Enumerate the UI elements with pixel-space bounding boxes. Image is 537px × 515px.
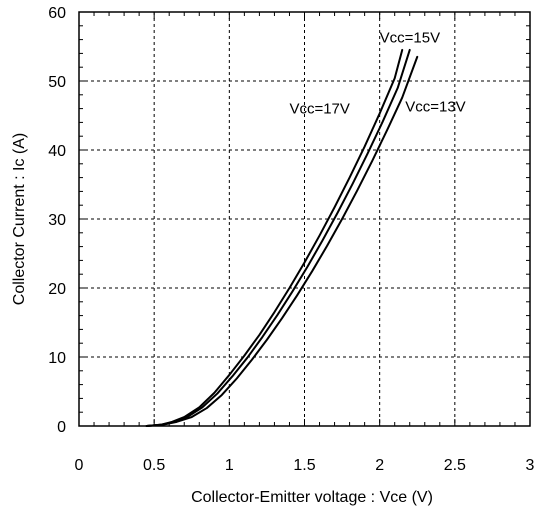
x-tick-label: 0 [75, 457, 84, 474]
annotations: Vcc=15V Vcc=17V Vcc=13V [289, 29, 465, 117]
y-tick-label: 10 [48, 350, 66, 367]
y-tick-label: 50 [48, 74, 66, 91]
series-line-vcc-15v [145, 48, 411, 427]
y-axis-label: Collector Current : Ic (A) [11, 133, 28, 305]
curve-label: Vcc=13V [405, 98, 465, 115]
y-tick-label: 40 [48, 143, 66, 160]
series-line-vcc-17v [145, 48, 404, 427]
y-tick-label: 60 [48, 5, 66, 22]
y-tick-label: 0 [57, 419, 66, 436]
series-lines [145, 48, 419, 427]
series-line-vcc-13v [145, 55, 419, 427]
y-tick-label: 20 [48, 281, 66, 298]
curve-label: Vcc=17V [289, 100, 349, 117]
x-tick-label: 1.5 [293, 457, 315, 474]
x-tick-labels: 0 0.5 1 1.5 2 2.5 3 [75, 457, 535, 474]
x-tick-label: 2.5 [444, 457, 466, 474]
plot-frame [78, 11, 531, 427]
y-tick-labels: 0 10 20 30 40 50 60 [48, 5, 66, 436]
x-tick-label: 0.5 [143, 457, 165, 474]
x-tick-label: 2 [375, 457, 384, 474]
x-tick-label: 3 [526, 457, 535, 474]
grid [79, 12, 530, 426]
x-axis-label: Collector-Emitter voltage : Vce (V) [191, 489, 433, 506]
y-tick-label: 30 [48, 212, 66, 229]
curve-label: Vcc=15V [380, 29, 440, 46]
x-tick-label: 1 [225, 457, 234, 474]
